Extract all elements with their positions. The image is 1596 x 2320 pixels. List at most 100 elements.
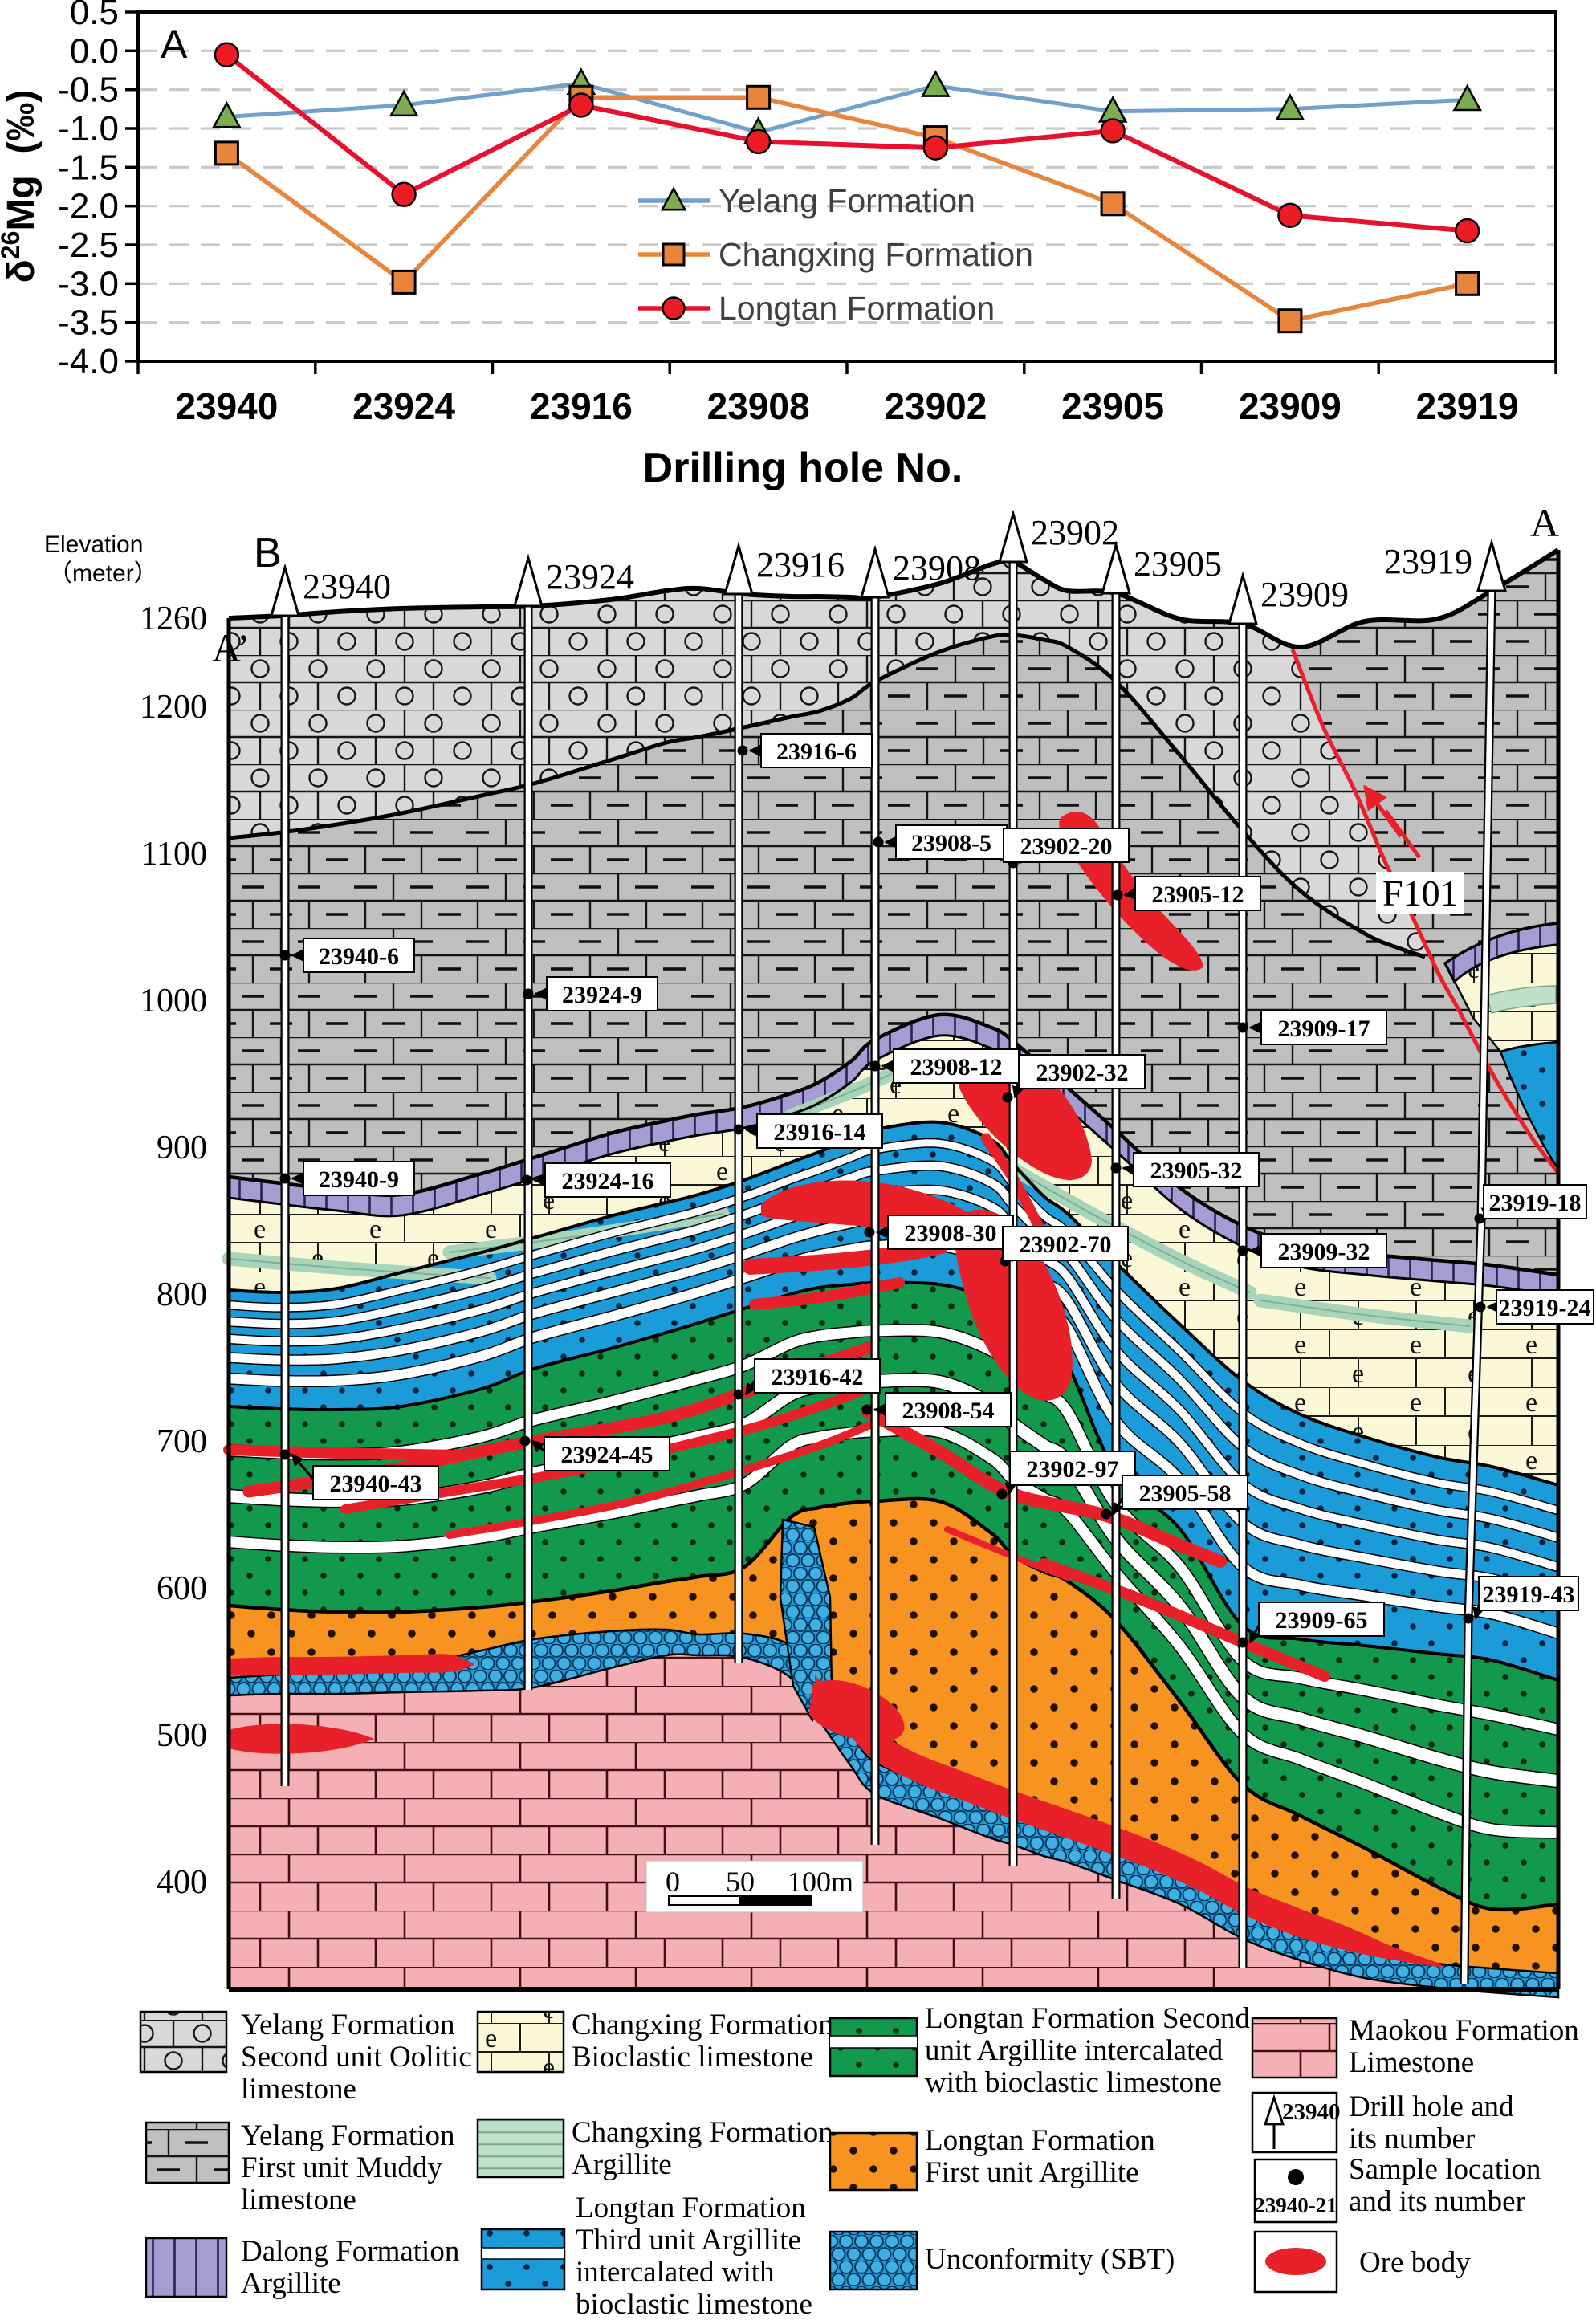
svg-text:Argillite: Argillite (241, 2267, 341, 2300)
svg-text:23909-17: 23909-17 (1278, 1016, 1370, 1042)
svg-text:23909: 23909 (1260, 575, 1349, 614)
svg-text:Yelang Formation: Yelang Formation (719, 182, 975, 219)
svg-text:First unit Argillite: First unit Argillite (925, 2156, 1139, 2189)
svg-text:23916-42: 23916-42 (772, 1364, 864, 1390)
svg-text:intercalated with: intercalated with (576, 2256, 775, 2289)
svg-text:Drilling hole No.: Drilling hole No. (643, 445, 963, 491)
svg-text:23924-45: 23924-45 (561, 1442, 653, 1468)
svg-text:23919-43: 23919-43 (1483, 1581, 1575, 1608)
svg-text:-1.5: -1.5 (58, 148, 119, 187)
svg-text:23919: 23919 (1416, 385, 1519, 427)
svg-text:Longtan Formation: Longtan Formation (925, 2124, 1155, 2157)
svg-text:-3.5: -3.5 (58, 303, 119, 343)
svg-text:23909-65: 23909-65 (1276, 1607, 1368, 1634)
svg-text:Bioclastic limestone: Bioclastic limestone (572, 2041, 813, 2074)
svg-text:23916-14: 23916-14 (774, 1119, 866, 1146)
svg-text:Drill hole and: Drill hole and (1349, 2090, 1514, 2123)
svg-text:Unconformity (SBT): Unconformity (SBT) (925, 2243, 1175, 2276)
svg-text:Ore body: Ore body (1359, 2246, 1471, 2279)
svg-text:23919-18: 23919-18 (1489, 1190, 1582, 1216)
svg-text:23908: 23908 (707, 385, 810, 427)
svg-text:Dalong Formation: Dalong Formation (241, 2235, 459, 2268)
svg-text:F101: F101 (1382, 873, 1459, 914)
svg-text:-4.0: -4.0 (58, 342, 119, 381)
svg-text:23916-6: 23916-6 (776, 739, 857, 765)
svg-text:0.5: 0.5 (70, 0, 119, 32)
svg-text:and its number: and its number (1349, 2185, 1525, 2218)
svg-text:23905-32: 23905-32 (1150, 1158, 1243, 1184)
svg-text:Changxing Formation: Changxing Formation (572, 2116, 833, 2149)
svg-text:B: B (254, 530, 282, 576)
svg-text:1100: 1100 (141, 836, 207, 873)
svg-text:23902: 23902 (884, 385, 987, 427)
svg-text:A: A (161, 22, 188, 67)
svg-text:δ26Mg (‰): δ26Mg (‰) (0, 90, 43, 283)
svg-text:Argillite: Argillite (572, 2148, 672, 2181)
svg-text:23909: 23909 (1239, 385, 1342, 427)
svg-text:23902-20: 23902-20 (1020, 833, 1113, 860)
svg-text:23905-58: 23905-58 (1139, 1480, 1232, 1507)
svg-text:23905: 23905 (1134, 544, 1222, 584)
svg-text:Third unit Argillite: Third unit Argillite (576, 2224, 801, 2257)
svg-text:900: 900 (157, 1129, 207, 1166)
svg-text:Yelang Formation: Yelang Formation (241, 2119, 455, 2152)
svg-text:-2.5: -2.5 (58, 226, 119, 265)
svg-text:-1.0: -1.0 (58, 109, 119, 149)
svg-text:（meter）: （meter） (48, 560, 158, 587)
svg-text:Sample location: Sample location (1349, 2153, 1541, 2186)
svg-text:23905: 23905 (1061, 385, 1164, 427)
svg-text:First unit Muddy: First unit Muddy (241, 2151, 442, 2184)
svg-text:0.0: 0.0 (70, 31, 119, 71)
svg-text:1200: 1200 (140, 689, 207, 726)
svg-text:-0.5: -0.5 (58, 71, 119, 110)
svg-text:23919-24: 23919-24 (1499, 1295, 1591, 1321)
svg-text:23924: 23924 (546, 557, 634, 596)
svg-text:23940: 23940 (1282, 2099, 1341, 2125)
svg-text:23908-12: 23908-12 (910, 1054, 1003, 1081)
svg-text:Longtan Formation Second: Longtan Formation Second (925, 2002, 1250, 2035)
svg-text:23908-54: 23908-54 (902, 1398, 995, 1424)
svg-text:700: 700 (157, 1423, 207, 1460)
svg-text:A: A (1530, 500, 1559, 545)
svg-text:-3.0: -3.0 (58, 264, 119, 303)
svg-text:23902-97: 23902-97 (1027, 1456, 1119, 1483)
svg-text:23905-12: 23905-12 (1152, 881, 1244, 908)
svg-text:23940-9: 23940-9 (319, 1166, 399, 1193)
svg-text:23919: 23919 (1384, 542, 1472, 581)
svg-text:with bioclastic limestone: with bioclastic limestone (925, 2066, 1222, 2099)
svg-text:50: 50 (726, 1866, 755, 1898)
svg-text:Yelang Formation: Yelang Formation (241, 2009, 455, 2041)
svg-text:Limestone: Limestone (1349, 2046, 1474, 2079)
svg-text:limestone: limestone (241, 2073, 356, 2106)
svg-text:-2.0: -2.0 (58, 187, 119, 226)
svg-text:23940-43: 23940-43 (330, 1471, 422, 1497)
svg-text:23924: 23924 (352, 385, 455, 427)
svg-text:limestone: limestone (241, 2184, 356, 2216)
svg-text:23940-21: 23940-21 (1254, 2193, 1337, 2217)
svg-text:0: 0 (666, 1866, 680, 1898)
svg-text:23909-32: 23909-32 (1278, 1239, 1370, 1265)
svg-text:23940: 23940 (175, 385, 278, 427)
svg-text:1000: 1000 (140, 983, 207, 1020)
svg-text:unit Argillite intercalated: unit Argillite intercalated (925, 2034, 1223, 2067)
svg-text:1260: 1260 (140, 600, 207, 637)
svg-text:23940-6: 23940-6 (319, 943, 399, 970)
svg-text:Longtan Formation: Longtan Formation (719, 290, 995, 327)
svg-text:23924-9: 23924-9 (562, 982, 642, 1008)
svg-text:A’: A’ (212, 625, 250, 670)
svg-text:400: 400 (157, 1864, 207, 1901)
svg-text:Longtan Formation: Longtan Formation (576, 2192, 806, 2224)
svg-text:23902: 23902 (1031, 513, 1119, 552)
svg-text:Changxing Formation: Changxing Formation (719, 236, 1033, 273)
svg-text:23908: 23908 (893, 548, 981, 588)
svg-text:bioclastic limestone: bioclastic limestone (576, 2288, 812, 2320)
svg-text:23908-5: 23908-5 (911, 830, 991, 857)
svg-text:its number: its number (1349, 2123, 1475, 2155)
svg-text:Maokou Formation: Maokou Formation (1349, 2014, 1579, 2047)
svg-text:23916: 23916 (756, 545, 845, 584)
svg-text:600: 600 (157, 1570, 207, 1607)
svg-text:100m: 100m (788, 1866, 853, 1898)
svg-text:23940: 23940 (303, 567, 391, 606)
svg-text:500: 500 (157, 1717, 207, 1754)
svg-text:23902-32: 23902-32 (1036, 1060, 1129, 1086)
